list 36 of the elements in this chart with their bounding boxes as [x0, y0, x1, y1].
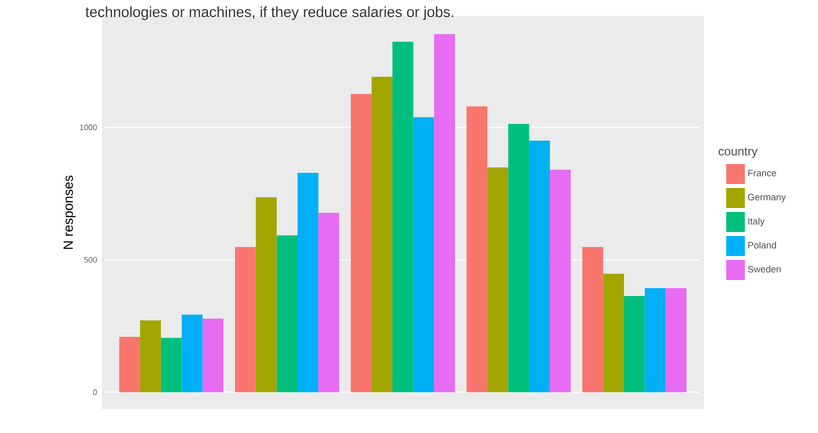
- y-tick-label: 0: [93, 389, 97, 396]
- bar: [256, 197, 277, 392]
- bar: [160, 338, 182, 392]
- bar: [276, 235, 298, 392]
- bar: [666, 288, 687, 392]
- bar: [372, 76, 392, 392]
- bar: [140, 320, 161, 392]
- bar: [466, 106, 488, 392]
- chart-title: technologies or machines, if they reduce salaries or jobs.: [86, 6, 454, 20]
- bar: [350, 94, 372, 392]
- y-tick-label: 500: [84, 256, 97, 263]
- legend-label: Italy: [748, 218, 765, 226]
- bar: [624, 296, 645, 392]
- bar: [182, 314, 203, 392]
- y-tick-label: 1000: [80, 124, 97, 130]
- bar: [298, 172, 318, 392]
- bar: [434, 34, 455, 392]
- bar: [603, 274, 624, 392]
- bar: [550, 170, 571, 392]
- bar: [413, 117, 434, 392]
- bar: [529, 140, 550, 392]
- legend-label: Germany: [748, 194, 786, 202]
- bar: [508, 124, 530, 392]
- bar: [392, 42, 414, 392]
- bar: [487, 167, 508, 392]
- legend-title: country: [718, 148, 758, 158]
- bar: [119, 336, 140, 392]
- bar: [202, 318, 224, 392]
- legend-label: France: [748, 170, 776, 176]
- legend-label: Poland: [748, 242, 776, 249]
- bar: [318, 212, 340, 392]
- bar: [582, 247, 604, 392]
- y-axis-title: N responses: [64, 176, 76, 249]
- legend-label: Sweden: [748, 266, 781, 273]
- bar: [644, 288, 666, 392]
- bar: [235, 247, 256, 392]
